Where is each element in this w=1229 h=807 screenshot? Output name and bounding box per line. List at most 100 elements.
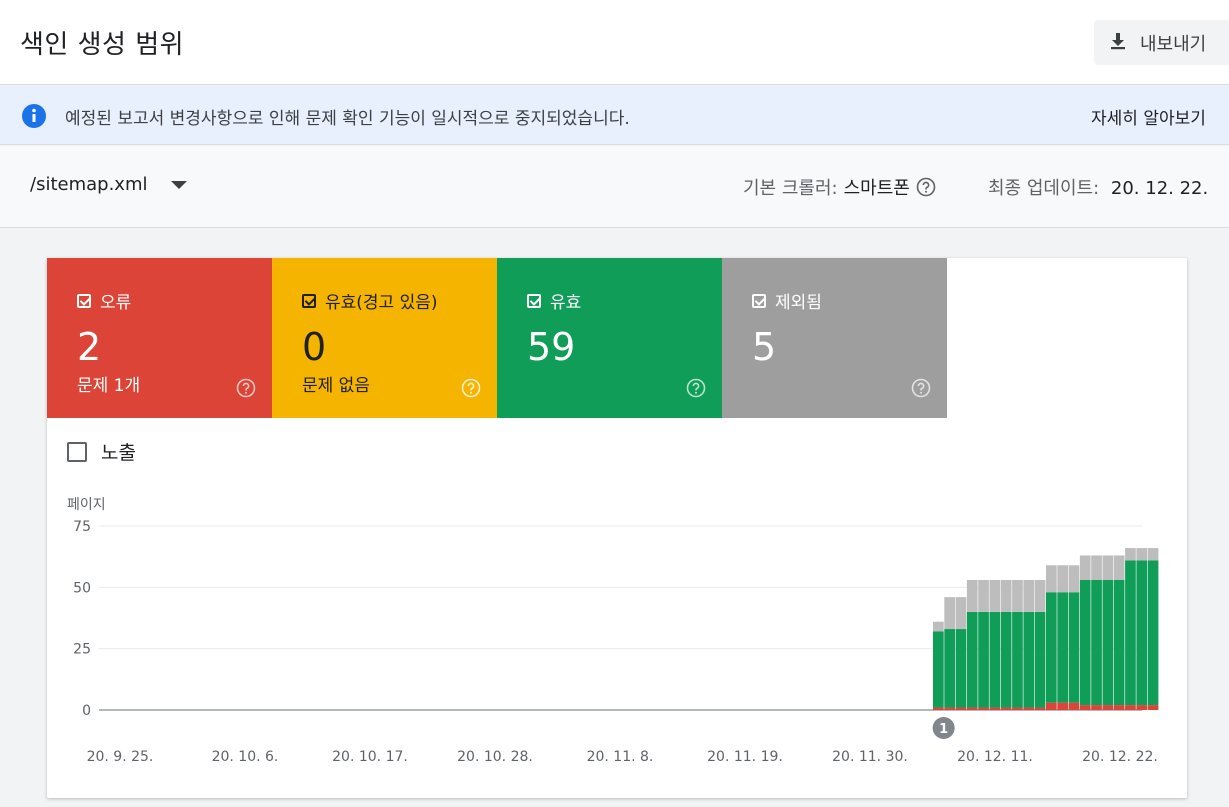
- bar-segment: [1046, 592, 1057, 703]
- y-tick-label: 75: [73, 519, 91, 535]
- tile-count: 0: [302, 325, 327, 369]
- tile-excluded[interactable]: 제외됨 5: [722, 258, 947, 418]
- help-icon[interactable]: [916, 177, 936, 197]
- export-label: 내보내기: [1140, 33, 1207, 55]
- bar-segment: [944, 597, 955, 630]
- help-icon[interactable]: [236, 378, 256, 402]
- bar-segment: [1046, 565, 1057, 593]
- x-tick-label: 20. 11. 19.: [707, 749, 783, 765]
- bar-segment: [1000, 707, 1012, 710]
- tile-valid[interactable]: 유효 59: [497, 258, 722, 418]
- crawler-info: 기본 크롤러: 스마트폰: [743, 174, 936, 200]
- bar-segment: [1068, 702, 1080, 710]
- tile-count: 59: [527, 325, 576, 369]
- download-icon: [1108, 31, 1128, 55]
- tile-label: 제외됨: [775, 293, 822, 313]
- x-tick-label: 20. 12. 22.: [1082, 749, 1158, 765]
- bar-segment: [989, 707, 1001, 710]
- bar-segment: [966, 611, 978, 708]
- x-tick-label: 20. 10. 6.: [212, 749, 279, 765]
- bar-segment: [978, 611, 989, 708]
- bar-segment: [1012, 579, 1023, 612]
- bar-segment: [978, 579, 989, 612]
- tile-label: 유효(경고 있음): [325, 293, 438, 313]
- crawler-value: 스마트폰: [843, 178, 910, 199]
- x-tick-label: 20. 12. 11.: [957, 749, 1033, 765]
- bar-segment: [1079, 555, 1091, 580]
- bar-segment: [1057, 565, 1068, 593]
- app-header: 색인 생성 범위 내보내기: [0, 0, 1229, 85]
- checkbox-checked-icon[interactable]: [77, 293, 91, 308]
- checkbox-checked-icon[interactable]: [527, 293, 541, 308]
- bar-segment: [955, 597, 967, 630]
- crawler-label: 기본 크롤러:: [743, 178, 838, 199]
- last-updated: 최종 업데이트: 20. 12. 22.: [988, 174, 1208, 200]
- sitemap-dropdown[interactable]: /sitemap.xml: [30, 174, 188, 195]
- help-icon[interactable]: [686, 378, 706, 402]
- bar-segment: [1034, 707, 1046, 710]
- bar-segment: [1023, 579, 1035, 612]
- bar-segment: [933, 631, 944, 708]
- info-banner: 예정된 보고서 변경사항으로 인해 문제 확인 기능이 일시적으로 중지되었습니…: [0, 86, 1229, 145]
- bar-segment: [966, 707, 978, 710]
- bar-segment: [1012, 707, 1023, 710]
- bar-segment: [1102, 705, 1114, 710]
- bar-segment: [1091, 705, 1102, 710]
- help-icon[interactable]: [461, 378, 481, 402]
- impressions-label: 노출: [101, 442, 136, 464]
- checkbox-checked-icon[interactable]: [752, 293, 766, 308]
- coverage-chart: 0 25 50 75 20. 9. 25. 20. 10. 6. 20. 10. 17. 20…: [73, 519, 1159, 765]
- bar-segment: [1091, 555, 1102, 580]
- bar-segment: [1125, 560, 1136, 706]
- annotation-marker[interactable]: [932, 717, 955, 739]
- bar-segment: [1147, 705, 1159, 710]
- y-tick-label: 25: [73, 642, 91, 658]
- bar-segment: [1023, 611, 1035, 708]
- checkbox-unchecked-icon[interactable]: [67, 441, 87, 462]
- tile-label: 유효: [550, 293, 582, 313]
- tile-valid-with-warnings[interactable]: 유효(경고 있음) 0 문제 없음: [272, 258, 497, 418]
- bar-segment: [1034, 611, 1046, 708]
- bar-segment: [1057, 592, 1068, 703]
- x-tick-label: 20. 10. 17.: [332, 749, 408, 765]
- bar-segment: [1125, 548, 1136, 561]
- bar-segment: [966, 579, 978, 612]
- bar-segment: [955, 629, 967, 708]
- tile-subtext: 문제 1개: [77, 376, 141, 396]
- bar-segment: [1046, 702, 1057, 710]
- x-tick-label: 20. 9. 25.: [87, 749, 154, 765]
- tile-error[interactable]: 오류 2 문제 1개: [47, 258, 272, 418]
- coverage-card: 오류 2 문제 1개 유효(경고 있음) 0 문제 없음 유효 59 제외됨 5…: [47, 258, 1187, 798]
- learn-more-link[interactable]: 자세히 알아보기: [1091, 109, 1206, 129]
- bar-segment: [1068, 565, 1080, 593]
- bar-segment: [1068, 592, 1080, 703]
- bar-segment: [1113, 579, 1125, 706]
- updated-label: 최종 업데이트:: [988, 178, 1100, 199]
- bar-segment: [1136, 705, 1148, 710]
- bar-segment: [1102, 579, 1114, 706]
- x-tick-label: 20. 11. 8.: [587, 749, 654, 765]
- x-tick-label: 20. 11. 30.: [832, 749, 908, 765]
- bar-segment: [989, 611, 1001, 708]
- help-icon[interactable]: [911, 378, 931, 402]
- impressions-toggle[interactable]: 노출: [67, 438, 136, 465]
- bar-segment: [1113, 555, 1125, 580]
- bar-segment: [1147, 548, 1159, 561]
- bar-segment: [989, 579, 1001, 612]
- tile-label: 오류: [100, 293, 132, 313]
- bar-segment: [1125, 705, 1136, 710]
- y-tick-label: 50: [73, 580, 91, 596]
- y-axis-title: 페이지: [67, 497, 106, 513]
- bar-segment: [944, 629, 955, 708]
- bar-segment: [1113, 705, 1125, 710]
- bar-segment: [1023, 707, 1035, 710]
- bar-segment: [978, 707, 989, 710]
- bar-segment: [1000, 611, 1012, 708]
- bar-segment: [1079, 705, 1091, 710]
- info-icon: [21, 103, 47, 133]
- export-button[interactable]: 내보내기: [1094, 20, 1229, 65]
- bar-segment: [1034, 579, 1046, 612]
- bar-segment: [1079, 579, 1091, 706]
- bar-segment: [1000, 579, 1012, 612]
- checkbox-checked-icon[interactable]: [302, 293, 316, 308]
